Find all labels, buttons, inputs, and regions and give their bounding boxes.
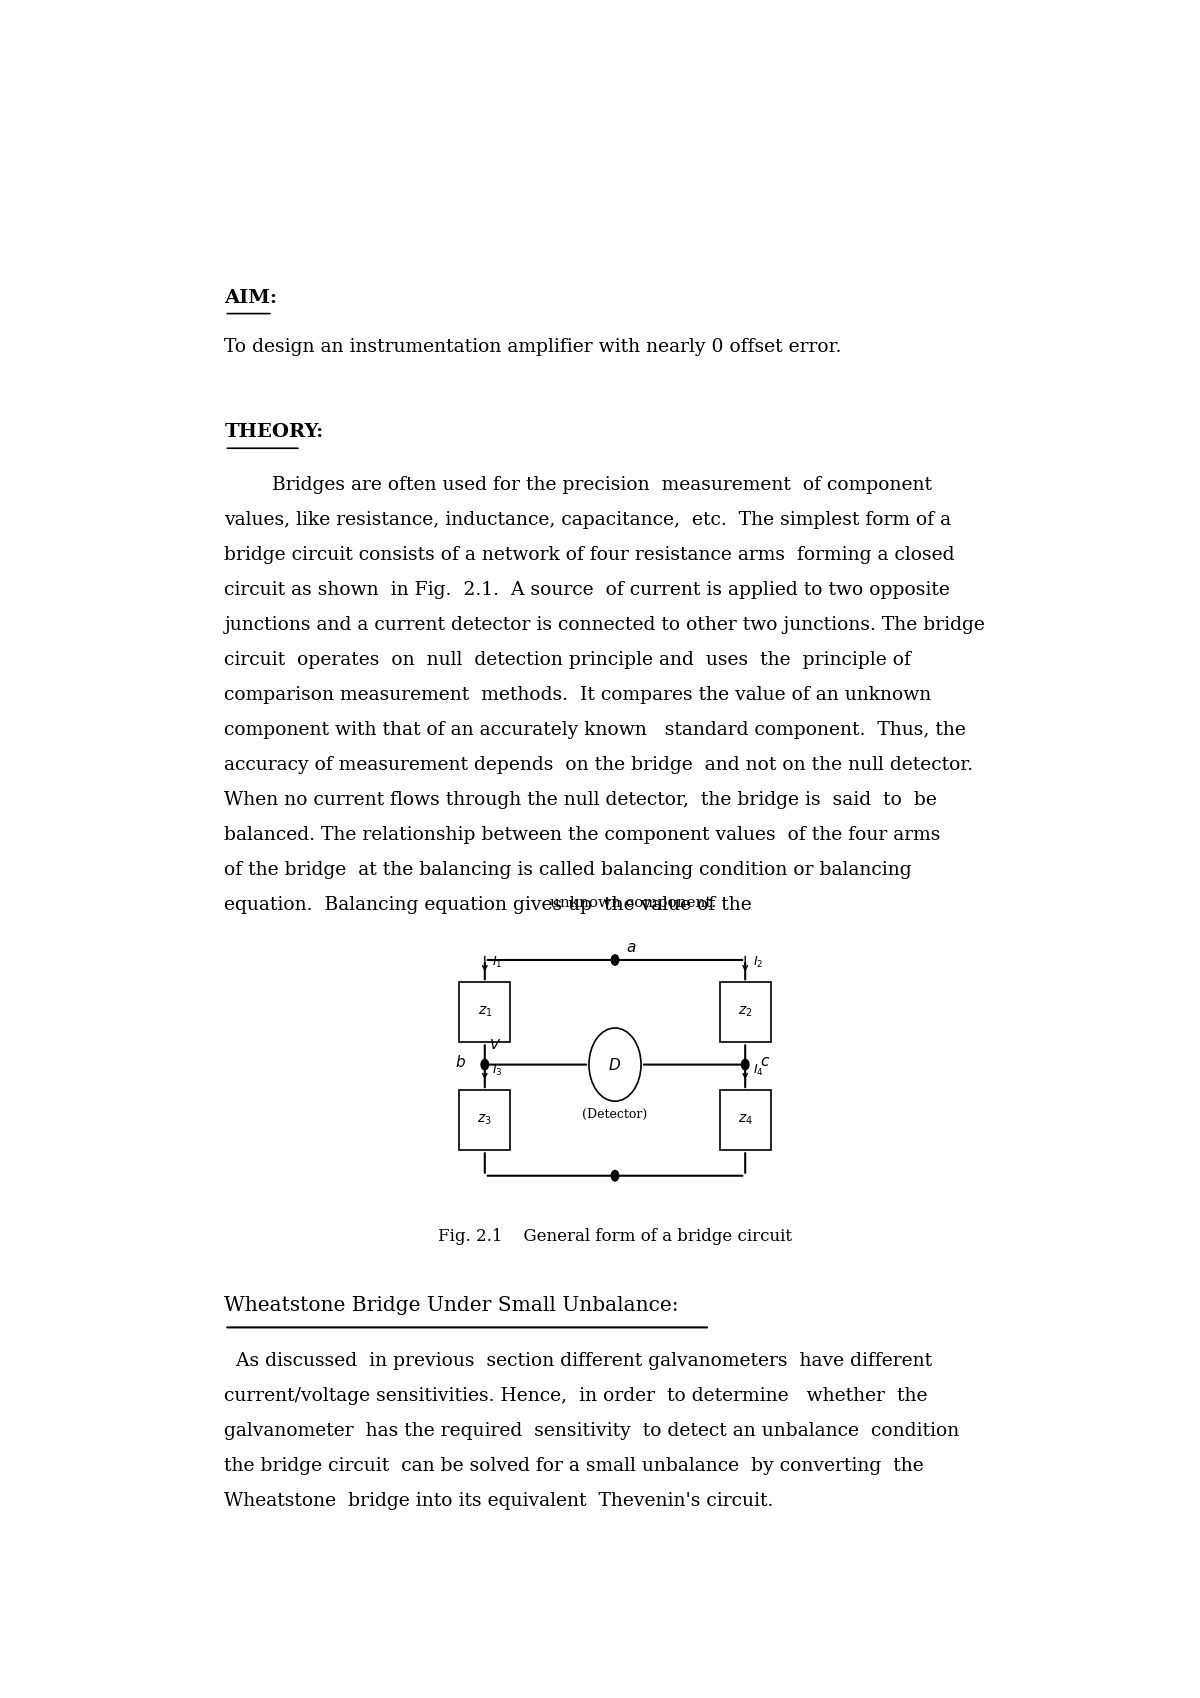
Text: Wheatstone  bridge into its equivalent  Thevenin's circuit.: Wheatstone bridge into its equivalent Th…: [224, 1493, 774, 1511]
Text: Fig. 2.1    General form of a bridge circuit: Fig. 2.1 General form of a bridge circui…: [438, 1228, 792, 1245]
Text: $z_4$: $z_4$: [738, 1112, 752, 1127]
Text: bridge circuit consists of a network of four resistance arms  forming a closed: bridge circuit consists of a network of …: [224, 545, 955, 564]
Text: balanced. The relationship between the component values  of the four arms: balanced. The relationship between the c…: [224, 827, 941, 844]
Text: the bridge circuit  can be solved for a small unbalance  by converting  the: the bridge circuit can be solved for a s…: [224, 1457, 924, 1476]
Text: accuracy of measurement depends  on the bridge  and not on the null detector.: accuracy of measurement depends on the b…: [224, 756, 973, 774]
Text: circuit  operates  on  null  detection principle and  uses  the  principle of: circuit operates on null detection princ…: [224, 650, 911, 669]
Text: $z_1$: $z_1$: [478, 1005, 492, 1019]
Text: comparison measurement  methods.  It compares the value of an unknown: comparison measurement methods. It compa…: [224, 686, 931, 705]
Circle shape: [589, 1027, 641, 1102]
Text: component with that of an accurately known   standard component.  Thus, the: component with that of an accurately kno…: [224, 722, 966, 739]
Text: values, like resistance, inductance, capacitance,  etc.  The simplest form of a: values, like resistance, inductance, cap…: [224, 511, 952, 528]
Text: $I_2$: $I_2$: [752, 954, 763, 970]
Circle shape: [611, 954, 619, 964]
Circle shape: [742, 1060, 749, 1070]
Circle shape: [611, 1170, 619, 1180]
Text: $I_1$: $I_1$: [492, 954, 503, 970]
Bar: [720, 1090, 770, 1150]
Text: Wheatstone Bridge Under Small Unbalance:: Wheatstone Bridge Under Small Unbalance:: [224, 1296, 679, 1314]
Text: $b$: $b$: [455, 1054, 466, 1070]
Text: To design an instrumentation amplifier with nearly 0 offset error.: To design an instrumentation amplifier w…: [224, 338, 841, 357]
Circle shape: [481, 1060, 488, 1070]
Text: current/voltage sensitivities. Hence,  in order  to determine   whether  the: current/voltage sensitivities. Hence, in…: [224, 1387, 928, 1406]
Text: When no current flows through the null detector,  the bridge is  said  to  be: When no current flows through the null d…: [224, 791, 937, 808]
Text: circuit as shown  in Fig.  2.1.  A source  of current is applied to two opposite: circuit as shown in Fig. 2.1. A source o…: [224, 581, 950, 599]
Text: $D$: $D$: [608, 1056, 622, 1073]
Bar: [720, 981, 770, 1043]
Bar: [460, 981, 510, 1043]
Text: $V$: $V$: [490, 1037, 502, 1051]
Text: galvanometer  has the required  sensitivity  to detect an unbalance  condition: galvanometer has the required sensitivit…: [224, 1423, 960, 1440]
Text: AIM:: AIM:: [224, 289, 277, 307]
Text: $a$: $a$: [626, 941, 636, 954]
Text: (Detector): (Detector): [582, 1107, 648, 1121]
Text: junctions and a current detector is connected to other two junctions. The bridge: junctions and a current detector is conn…: [224, 616, 985, 633]
Text: $I_4$: $I_4$: [752, 1063, 763, 1078]
Text: THEORY:: THEORY:: [224, 423, 324, 441]
Text: unknown component.: unknown component.: [551, 897, 716, 910]
Text: $I_3$: $I_3$: [492, 1063, 503, 1078]
Text: equation.  Balancing equation gives up  the value of the: equation. Balancing equation gives up th…: [224, 897, 758, 914]
Text: Bridges are often used for the precision  measurement  of component: Bridges are often used for the precision…: [224, 475, 932, 494]
Text: $c$: $c$: [760, 1054, 770, 1070]
Text: $z_3$: $z_3$: [478, 1112, 492, 1127]
Text: of the bridge  at the balancing is called balancing condition or balancing: of the bridge at the balancing is called…: [224, 861, 912, 880]
Text: As discussed  in previous  section different galvanometers  have different: As discussed in previous section differe…: [224, 1352, 932, 1370]
Text: $z_2$: $z_2$: [738, 1005, 752, 1019]
Bar: [460, 1090, 510, 1150]
